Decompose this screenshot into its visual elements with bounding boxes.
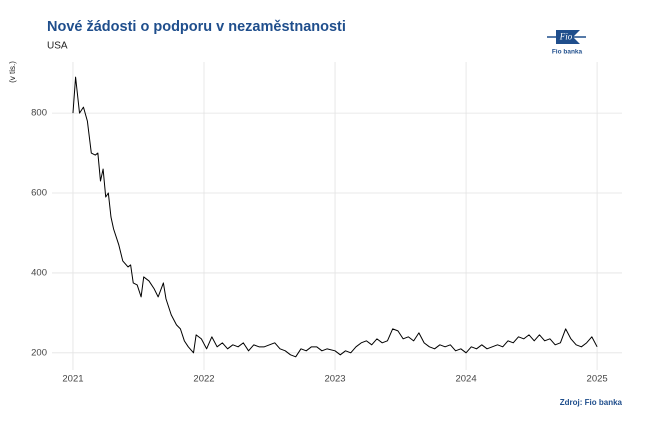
y-tick-label: 600 [31,188,47,199]
data-line [72,76,598,358]
logo-flag [556,30,580,44]
x-tick-label: 2021 [62,374,83,385]
chart-subtitle: USA [47,41,68,52]
x-tick-label: 2024 [455,374,476,385]
logo-text: Fio [559,32,573,42]
y-tick-label: 800 [31,108,47,119]
y-tick-label: 400 [31,267,47,278]
logo-caption: Fio banka [552,49,583,56]
x-tick-label: 2022 [193,374,214,385]
y-axis-label: (v tis.) [8,61,17,83]
chart-title: Nové žádosti o podporu v nezaměstnanosti [47,19,346,35]
x-tick-label: 2023 [324,374,345,385]
y-tick-label: 200 [31,347,47,358]
x-tick-label: 2025 [587,374,608,385]
logo: Fio Fio banka [547,30,586,56]
source: Zdroj: Fio banka [560,398,623,407]
